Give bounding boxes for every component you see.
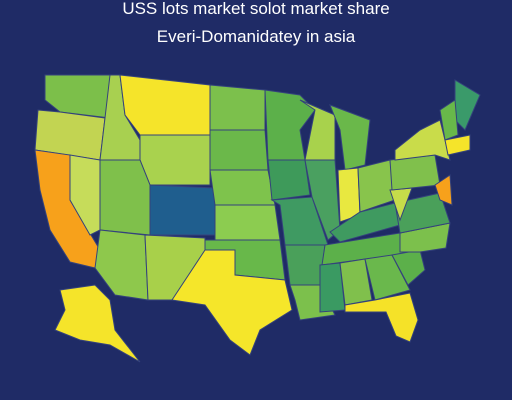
state — [344, 292, 419, 343]
state — [394, 119, 451, 161]
state — [329, 104, 371, 171]
state — [267, 159, 311, 201]
state — [444, 134, 471, 156]
map-subtitle: Everi-Domanidatey in asia — [157, 27, 356, 46]
state — [214, 204, 281, 241]
state — [99, 159, 151, 236]
state — [119, 74, 211, 136]
state — [439, 99, 459, 141]
map-title: USS lots market solot market share — [122, 0, 389, 18]
state — [54, 284, 141, 363]
state — [209, 129, 269, 171]
state — [389, 154, 441, 191]
state — [434, 174, 453, 206]
state — [149, 184, 216, 236]
state — [209, 84, 266, 131]
state — [94, 229, 149, 301]
state — [139, 134, 211, 186]
state — [171, 249, 293, 356]
state — [284, 244, 326, 286]
state — [69, 154, 101, 236]
state — [209, 169, 276, 206]
state — [364, 254, 411, 301]
state — [394, 192, 451, 234]
states — [34, 74, 481, 363]
